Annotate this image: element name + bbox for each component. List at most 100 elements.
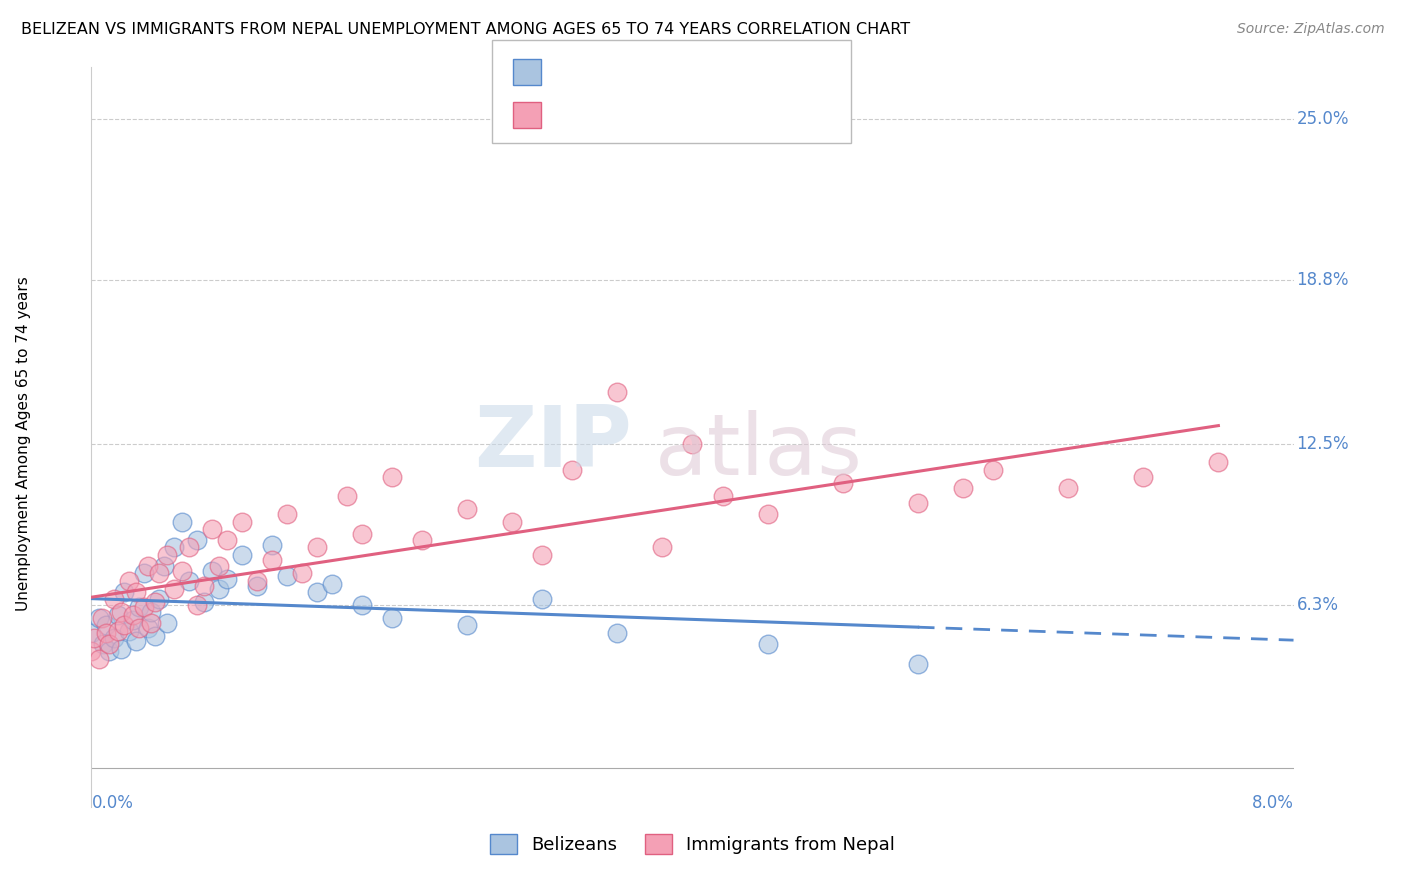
Point [107, 624, 129, 638]
Point [163, 582, 186, 596]
Point [756, 507, 779, 521]
Point [276, 569, 298, 583]
Point [1132, 470, 1154, 484]
Point [93, 637, 115, 651]
Point [87, 652, 110, 666]
Point [80, 626, 103, 640]
Text: 12.5%: 12.5% [1296, 434, 1350, 452]
Point [152, 558, 174, 573]
Point [456, 618, 478, 632]
Point [96, 626, 118, 640]
Point [148, 566, 170, 581]
Point [170, 564, 193, 578]
Point [114, 584, 136, 599]
Point [80, 644, 103, 658]
Text: N =: N = [675, 63, 714, 81]
Point [110, 641, 132, 656]
Text: ZIP: ZIP [475, 402, 633, 485]
Point [321, 577, 343, 591]
Point [201, 564, 224, 578]
Point [193, 579, 215, 593]
Point [98, 637, 121, 651]
Point [143, 629, 166, 643]
Point [246, 579, 269, 593]
Point [291, 566, 314, 581]
Text: 0.0%: 0.0% [91, 794, 134, 813]
Point [606, 626, 628, 640]
Point [1208, 455, 1230, 469]
Point [103, 592, 125, 607]
Point [260, 553, 283, 567]
Point [107, 607, 129, 622]
Point [350, 598, 373, 612]
Point [907, 657, 929, 672]
Point [681, 436, 703, 450]
Point [501, 515, 523, 529]
Point [122, 607, 145, 622]
Point [531, 592, 554, 607]
Text: 25.0%: 25.0% [1296, 110, 1348, 128]
Point [128, 600, 150, 615]
Point [831, 475, 853, 490]
Text: Source: ZipAtlas.com: Source: ZipAtlas.com [1237, 22, 1385, 37]
Point [231, 549, 253, 563]
Point [155, 549, 177, 563]
Point [651, 541, 673, 555]
Point [981, 462, 1004, 476]
Point [132, 566, 155, 581]
Point [231, 515, 253, 529]
Point [163, 541, 186, 555]
Point [170, 515, 193, 529]
Point [756, 637, 779, 651]
Text: -0.109: -0.109 [595, 63, 659, 81]
Point [103, 632, 125, 646]
Point [276, 507, 298, 521]
Legend: Belizeans, Immigrants from Nepal: Belizeans, Immigrants from Nepal [482, 827, 903, 861]
Point [125, 634, 148, 648]
Point [138, 621, 160, 635]
Point [456, 501, 478, 516]
Point [90, 610, 112, 624]
Point [155, 615, 177, 630]
Point [177, 574, 200, 589]
Text: 18.8%: 18.8% [1296, 271, 1348, 289]
Text: 6.3%: 6.3% [1296, 596, 1339, 614]
Point [186, 533, 208, 547]
Point [98, 644, 121, 658]
Point [125, 584, 148, 599]
Point [143, 595, 166, 609]
Point [561, 462, 583, 476]
Point [128, 621, 150, 635]
Point [606, 384, 628, 399]
Point [193, 595, 215, 609]
Point [305, 584, 328, 599]
Point [110, 606, 132, 620]
Point [952, 481, 974, 495]
Point [87, 610, 110, 624]
Point [118, 624, 141, 638]
Point [141, 606, 163, 620]
Point [186, 598, 208, 612]
Point [208, 582, 231, 596]
Point [381, 610, 404, 624]
Point [305, 541, 328, 555]
Point [711, 489, 734, 503]
Text: atlas: atlas [655, 409, 863, 493]
Point [381, 470, 404, 484]
Point [138, 558, 160, 573]
Point [260, 538, 283, 552]
Text: R =: R = [555, 106, 595, 124]
Point [246, 574, 269, 589]
Point [83, 632, 105, 646]
Point [96, 618, 118, 632]
Text: R =: R = [555, 63, 595, 81]
Text: 0.290: 0.290 [595, 106, 651, 124]
Point [907, 496, 929, 510]
Text: N =: N = [675, 106, 714, 124]
Point [208, 558, 231, 573]
Point [215, 572, 238, 586]
Point [201, 522, 224, 536]
Text: BELIZEAN VS IMMIGRANTS FROM NEPAL UNEMPLOYMENT AMONG AGES 65 TO 74 YEARS CORRELA: BELIZEAN VS IMMIGRANTS FROM NEPAL UNEMPL… [21, 22, 910, 37]
Text: Unemployment Among Ages 65 to 74 years: Unemployment Among Ages 65 to 74 years [17, 277, 31, 611]
Point [531, 549, 554, 563]
